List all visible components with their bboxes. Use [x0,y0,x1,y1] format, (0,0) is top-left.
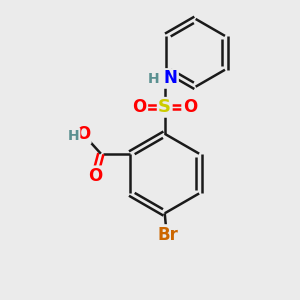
Text: O: O [183,98,197,116]
Text: N: N [164,69,178,87]
Text: H: H [68,129,79,143]
Text: Br: Br [157,226,178,244]
Text: H: H [148,72,159,86]
Text: O: O [133,98,147,116]
Text: O: O [88,167,102,185]
Text: S: S [158,98,171,116]
Text: O: O [76,125,90,143]
